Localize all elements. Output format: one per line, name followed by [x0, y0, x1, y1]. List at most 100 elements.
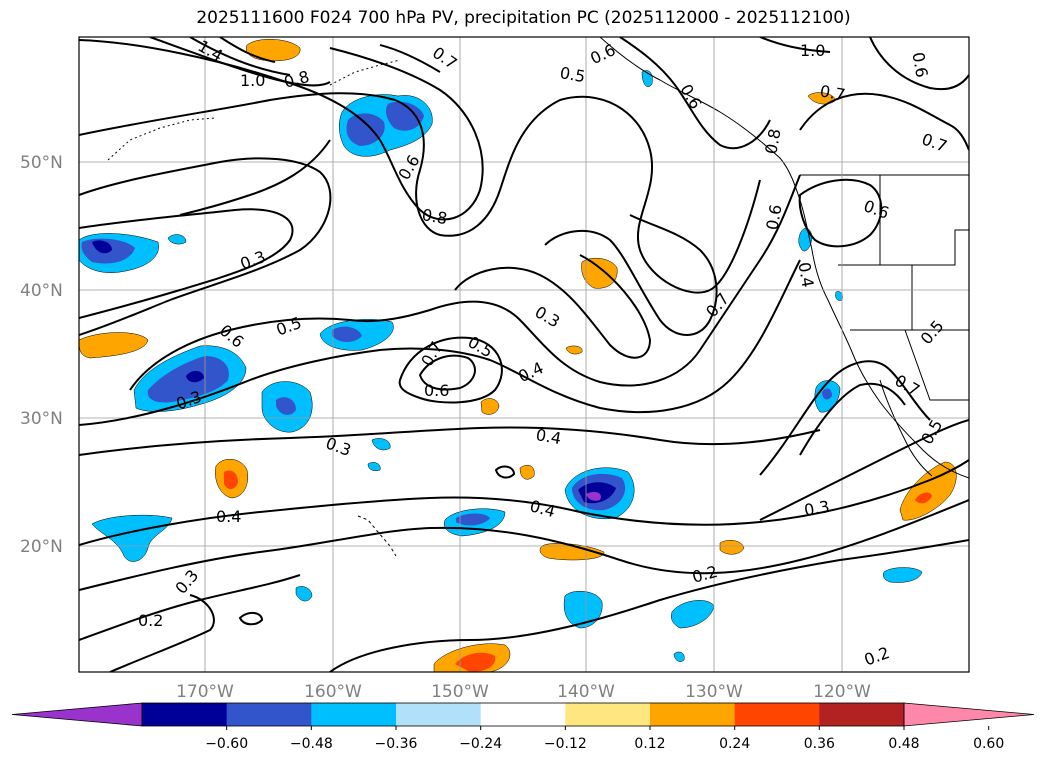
precip-blob: [519, 465, 535, 480]
contour-label: 0.3: [803, 497, 831, 520]
contour-label: 0.8: [420, 205, 448, 228]
colorbar-segment: [480, 703, 566, 726]
precip-blob: [186, 370, 204, 383]
colorbar-segment: [819, 703, 905, 726]
colorbar-tick-label: 0.48: [888, 736, 919, 752]
colorbar-segment: [565, 703, 651, 726]
colorbar-extend-high: [903, 702, 1035, 727]
pv-contour: [189, 37, 291, 76]
contour-label: 0.6: [908, 51, 931, 79]
colorbar: −0.60 −0.48 −0.36 −0.24 −0.12 0.12 0.24 0.36 0.4…: [11, 702, 1035, 752]
pv-contour: [759, 37, 831, 53]
pv-contour: [79, 92, 761, 294]
pv-contour: [238, 612, 264, 626]
pv-contour: [79, 157, 332, 336]
lat-label: 40°N: [20, 281, 63, 301]
pv-contour: [79, 499, 969, 591]
pv-contour: [329, 539, 969, 672]
pv-contour: [799, 92, 969, 151]
colorbar-tick-label: 0.12: [634, 736, 665, 752]
pv-contour: [544, 214, 718, 336]
pv-contour: [79, 259, 801, 426]
colorbar-tick-label: −0.12: [544, 736, 587, 752]
precip-blob: [367, 462, 381, 471]
colorbar-tick-label: 0.36: [804, 736, 835, 752]
contour-label: 0.4: [534, 425, 562, 448]
lon-label: 140°W: [557, 682, 615, 702]
precip-blob: [455, 652, 496, 672]
colorbar-segment: [650, 703, 736, 726]
colorbar-tick-label: −0.36: [375, 736, 418, 752]
precip-blob: [581, 257, 618, 289]
contour-label: 0.7: [818, 81, 846, 104]
precip-blob: [671, 600, 715, 629]
pv-contour: [179, 139, 331, 216]
colorbar-frame: [141, 702, 905, 727]
precip-blob: [480, 398, 500, 415]
coastlines: [107, 37, 969, 557]
pv-contour: [79, 208, 294, 319]
precip-blob: [719, 540, 745, 555]
lon-label: 120°W: [813, 682, 871, 702]
contour-label: 0.2: [138, 611, 163, 630]
colorbar-extend-low: [11, 702, 143, 727]
colorbar-segment: [226, 703, 312, 726]
island-chain: [357, 515, 397, 557]
colorbar-tick-label: −0.48: [290, 736, 333, 752]
pv-contour: [798, 178, 883, 248]
map-frame: [78, 36, 970, 673]
precip-blob: [673, 651, 685, 662]
coastline: [879, 379, 933, 477]
contour-label: 1.0: [800, 41, 825, 60]
map-area: 1.4 1.0 0.8 0.7 0.6 0.5 0.6 1.0 0.6 0.7 …: [79, 37, 969, 672]
pv-contour: [79, 426, 821, 456]
precip-blob: [332, 326, 362, 342]
precip-blob: [295, 586, 313, 602]
pv-contour: [398, 336, 503, 404]
pv-contour: [109, 594, 215, 672]
coastline: [599, 37, 969, 479]
lon-label: 160°W: [304, 682, 362, 702]
precip-blob: [822, 388, 832, 400]
lat-label: 30°N: [20, 409, 63, 429]
pv-contours: [79, 37, 969, 672]
precip-blob: [167, 234, 187, 245]
contour-label: 0.5: [558, 63, 586, 86]
precip-anomaly-fills: [79, 39, 957, 672]
colorbar-segment: [142, 703, 228, 726]
state-border: [904, 329, 969, 401]
precip-blob: [371, 438, 391, 451]
contour-label: 0.4: [794, 261, 817, 289]
colorbar-tick-label: −0.24: [459, 736, 502, 752]
precip-blob: [346, 113, 385, 146]
pv-contour: [79, 39, 484, 221]
pv-contour: [418, 354, 476, 391]
contour-label: 0.8: [761, 127, 784, 155]
island-chain: [107, 117, 216, 161]
contour-label: 0.6: [424, 381, 449, 400]
colorbar-segment: [396, 703, 482, 726]
figure-title: 2025111600 F024 700 hPa PV, precipitatio…: [196, 8, 851, 28]
contour-label: 0.4: [216, 507, 241, 526]
pv-contour: [869, 37, 969, 91]
precip-blob: [224, 470, 238, 490]
colorbar-segment: [311, 703, 397, 726]
colorbar-tick-label: −0.60: [205, 736, 248, 752]
precip-blob: [456, 513, 490, 526]
lat-label: 20°N: [20, 537, 63, 557]
lon-label: 170°W: [176, 682, 234, 702]
state-border: [838, 229, 969, 266]
precip-blob: [565, 345, 583, 355]
colorbar-tick-label: 0.24: [719, 736, 750, 752]
precip-blob: [883, 567, 923, 583]
pv-contour: [759, 360, 931, 476]
pv-contour: [454, 254, 652, 359]
pv-contour: [379, 44, 441, 73]
precip-blob: [386, 101, 424, 131]
lon-label: 130°W: [685, 682, 743, 702]
lon-labels: 170°W 160°W 150°W 140°W 130°W 120°W: [176, 682, 871, 702]
contour-label: 1.0: [240, 71, 265, 90]
pv-contour: [129, 174, 801, 391]
pv-contour: [759, 419, 969, 521]
